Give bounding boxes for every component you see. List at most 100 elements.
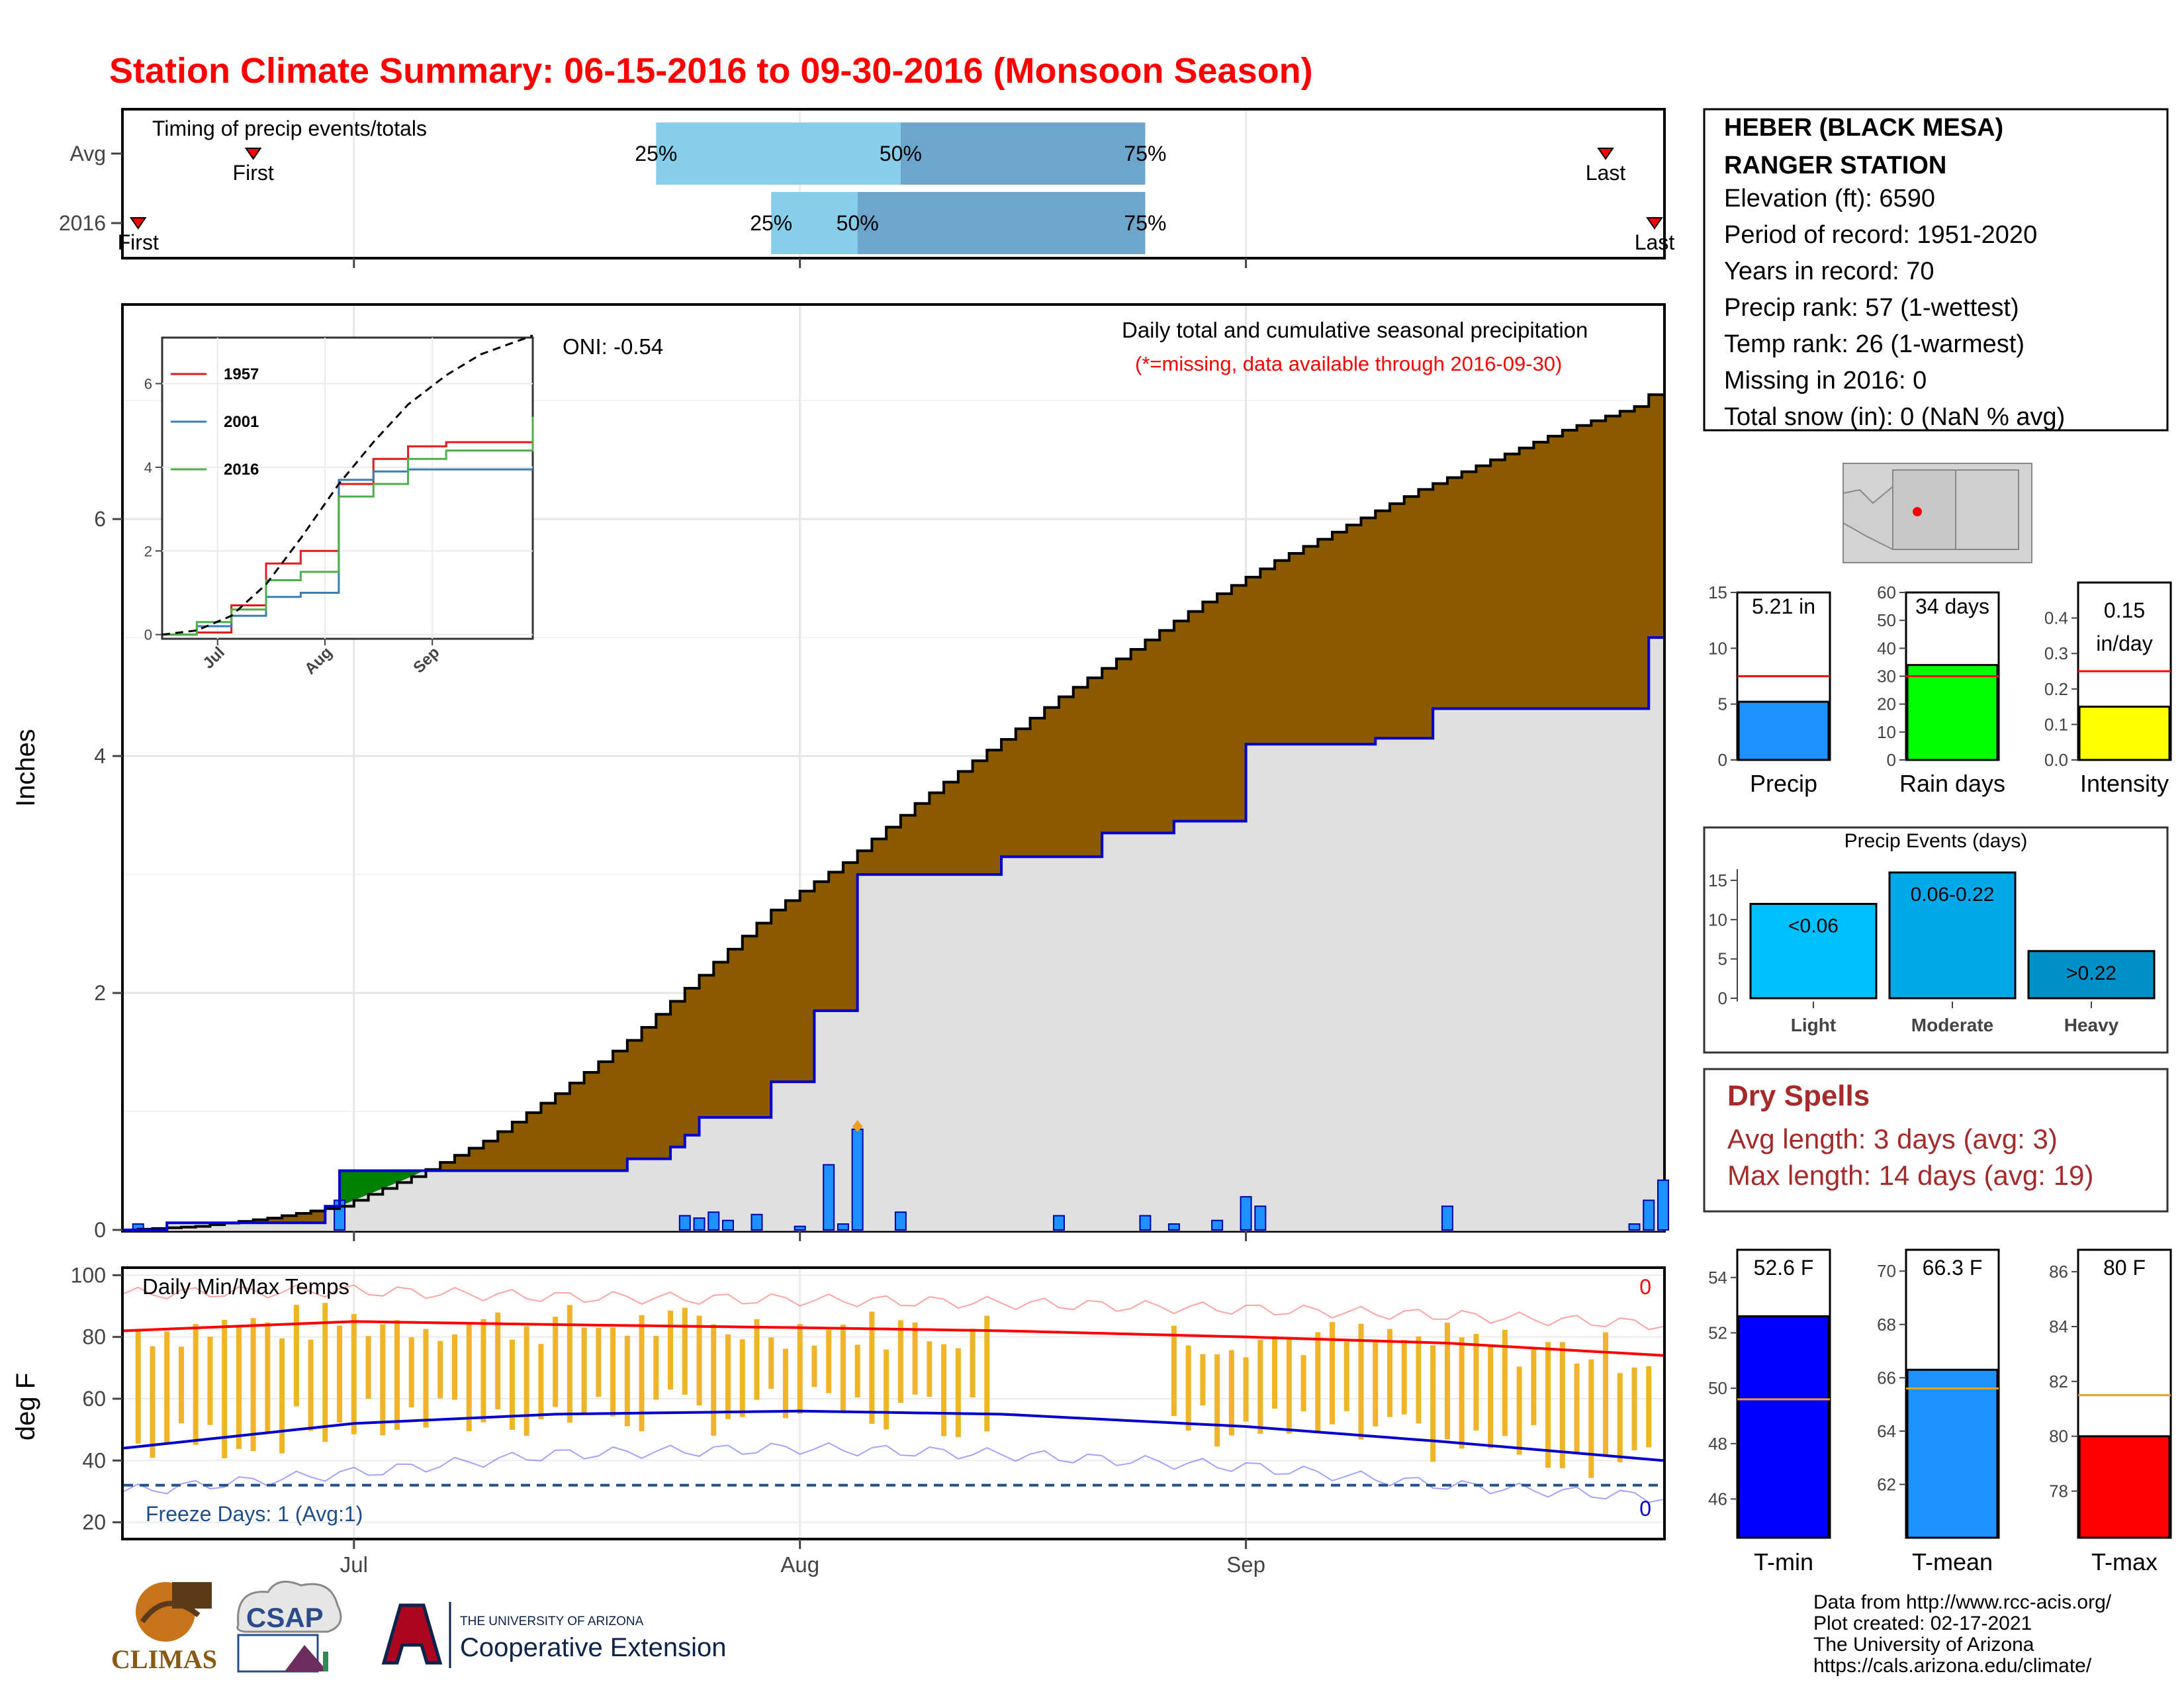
avg-min-temp-line	[123, 1409, 1664, 1462]
daily-temp-bar	[337, 1325, 343, 1423]
daily-precip-bar	[751, 1213, 763, 1231]
dry-spells-max: Max length: 14 days (avg: 19)	[1727, 1160, 2093, 1191]
daily-temp-bar	[970, 1329, 976, 1397]
summary-bar-tick-label: 10	[1877, 722, 1896, 742]
dry-spells-box: Dry Spells Avg length: 3 days (avg: 3) M…	[1703, 1068, 2169, 1213]
daily-temp-bar	[912, 1322, 918, 1395]
daily-temp-bar	[250, 1318, 256, 1452]
climas-swoosh-icon	[140, 1601, 201, 1624]
daily-temp-bar	[1603, 1332, 1609, 1455]
events-y-tick-label: 5	[1718, 949, 1727, 969]
daily-precip-bar	[1643, 1199, 1655, 1231]
daily-temp-bar	[610, 1327, 616, 1417]
daily-temp-bar	[1171, 1325, 1177, 1417]
summary-bar-tick-label: 40	[1877, 638, 1896, 658]
station-period: Period of record: 1951-2020	[1724, 221, 2037, 249]
temp-frame	[121, 1266, 1666, 1540]
footer-university: The University of Arizona	[1813, 1634, 2034, 1656]
daily-precip-bar	[1139, 1215, 1152, 1231]
daily-precip-bar	[851, 1128, 864, 1231]
daily-temp-bar	[394, 1320, 400, 1430]
daily-temp-bar	[1257, 1340, 1263, 1434]
precip-y-tick-label: 2	[94, 981, 106, 1005]
daily-temp-bar	[1300, 1355, 1306, 1411]
csap-logo: CSAP	[236, 1580, 342, 1673]
climas-logo: CLIMAS	[111, 1582, 217, 1674]
daily-temp-bar	[897, 1320, 903, 1403]
timing-panel: Timing of precip events/totals Avg 2016 …	[59, 108, 1674, 268]
avg-max-temp-line	[123, 1320, 1664, 1357]
map-arizona	[1892, 469, 1956, 550]
daily-temp-bar	[1545, 1342, 1551, 1468]
temp-y-tick-label: 100	[71, 1263, 106, 1287]
daily-temp-bar	[955, 1348, 961, 1438]
temp-bar-tick-label: 70	[1877, 1261, 1896, 1281]
daily-temp-bar	[423, 1329, 429, 1428]
first-marker-icon	[244, 148, 262, 160]
daily-temp-bar	[1631, 1367, 1637, 1450]
temp-y-tick-label: 40	[82, 1448, 106, 1472]
summary-bar-tick-label: 0.1	[2044, 714, 2068, 734]
daily-temp-bar	[1243, 1357, 1249, 1422]
precip-heading: Daily total and cumulative seasonal prec…	[1122, 318, 1588, 342]
daily-temp-bar	[1502, 1329, 1508, 1436]
temp-bar-tick-label: 84	[2049, 1317, 2068, 1336]
summary-bar-tick-label: 30	[1877, 667, 1896, 686]
daily-temp-bar	[768, 1337, 774, 1389]
events-title: Precip Events (days)	[1844, 830, 2028, 852]
locator-map	[1843, 463, 2032, 563]
precip-events-chart: Precip Events (days) 0 5 10 15 <0.06 Light 0.0…	[1703, 826, 2169, 1054]
daily-temp-bar	[668, 1310, 674, 1390]
footer-created: Plot created: 02-17-2021	[1813, 1613, 2032, 1634]
daily-temp-bar	[581, 1327, 587, 1415]
station-info-box: HEBER (BLACK MESA) RANGER STATION Elevat…	[1703, 108, 2169, 432]
temp-y-tick-label: 60	[82, 1387, 106, 1411]
footer: Data from http://www.rcc-acis.org/ Plot …	[111, 1580, 2112, 1677]
daily-temp-bar	[1416, 1336, 1422, 1424]
summary-bar-value-text: 34 days	[1915, 594, 1989, 618]
summary-bar-tick-label: 60	[1877, 583, 1896, 602]
summary-bar-tick-label: 10	[1708, 638, 1727, 658]
temp-bar-tick-label: 86	[2049, 1262, 2068, 1282]
timing-pct-50: 50%	[837, 211, 879, 235]
station-precip-rank: Precip rank: 57 (1-wettest)	[1724, 294, 2019, 322]
station-frame	[1703, 108, 2169, 432]
temp-bar-tick-label: 64	[1877, 1421, 1896, 1441]
daily-precip-bar	[837, 1223, 849, 1231]
record-low-line	[123, 1442, 1664, 1503]
daily-temp-bar	[1343, 1342, 1349, 1411]
daily-temp-bar	[322, 1303, 328, 1442]
summary-bar-value-text: 0.15	[2104, 598, 2145, 622]
temp-panel: 20 40 60 80 100 Daily Min/Max Temps Freeze D…	[11, 1263, 1666, 1577]
daily-temp-bar	[1358, 1323, 1364, 1440]
cumulative-2016-area	[124, 637, 1663, 1230]
hot-days-count: 0	[1639, 1275, 1651, 1299]
summary-bar-tick-label: 0.3	[2044, 643, 2068, 663]
events-bar	[1888, 871, 2017, 1000]
timing-bar-50-75	[900, 122, 1146, 185]
csap-text: CSAP	[246, 1602, 324, 1633]
freeze-days-count: 0	[1639, 1497, 1651, 1521]
daily-temp-bar	[1574, 1363, 1580, 1452]
station-years: Years in record: 70	[1724, 258, 1934, 285]
daily-temp-bar	[351, 1314, 357, 1434]
temp-bar-tick-label: 50	[1708, 1378, 1727, 1398]
daily-precip-bar	[823, 1164, 835, 1231]
timing-pct-75: 75%	[1124, 142, 1166, 165]
month-axis-label: Aug	[780, 1552, 819, 1577]
daily-temp-bar	[1272, 1336, 1278, 1409]
daily-temp-bar	[696, 1315, 702, 1406]
summary-bar-tick-label: 50	[1877, 610, 1896, 630]
precip-y-tick-label: 4	[94, 744, 106, 768]
events-y-tick-label: 15	[1708, 870, 1727, 890]
daily-temp-bar	[1373, 1340, 1379, 1427]
daily-temp-bar	[1200, 1354, 1206, 1406]
events-category-label: Light	[1791, 1015, 1836, 1035]
events-category-label: Heavy	[2064, 1015, 2119, 1035]
timing-pct-25: 25%	[635, 142, 677, 165]
summary-bar-tick-label: 0.4	[2044, 608, 2068, 628]
daily-temp-bar	[782, 1348, 788, 1419]
temp-bar-tick-label: 78	[2049, 1481, 2068, 1501]
